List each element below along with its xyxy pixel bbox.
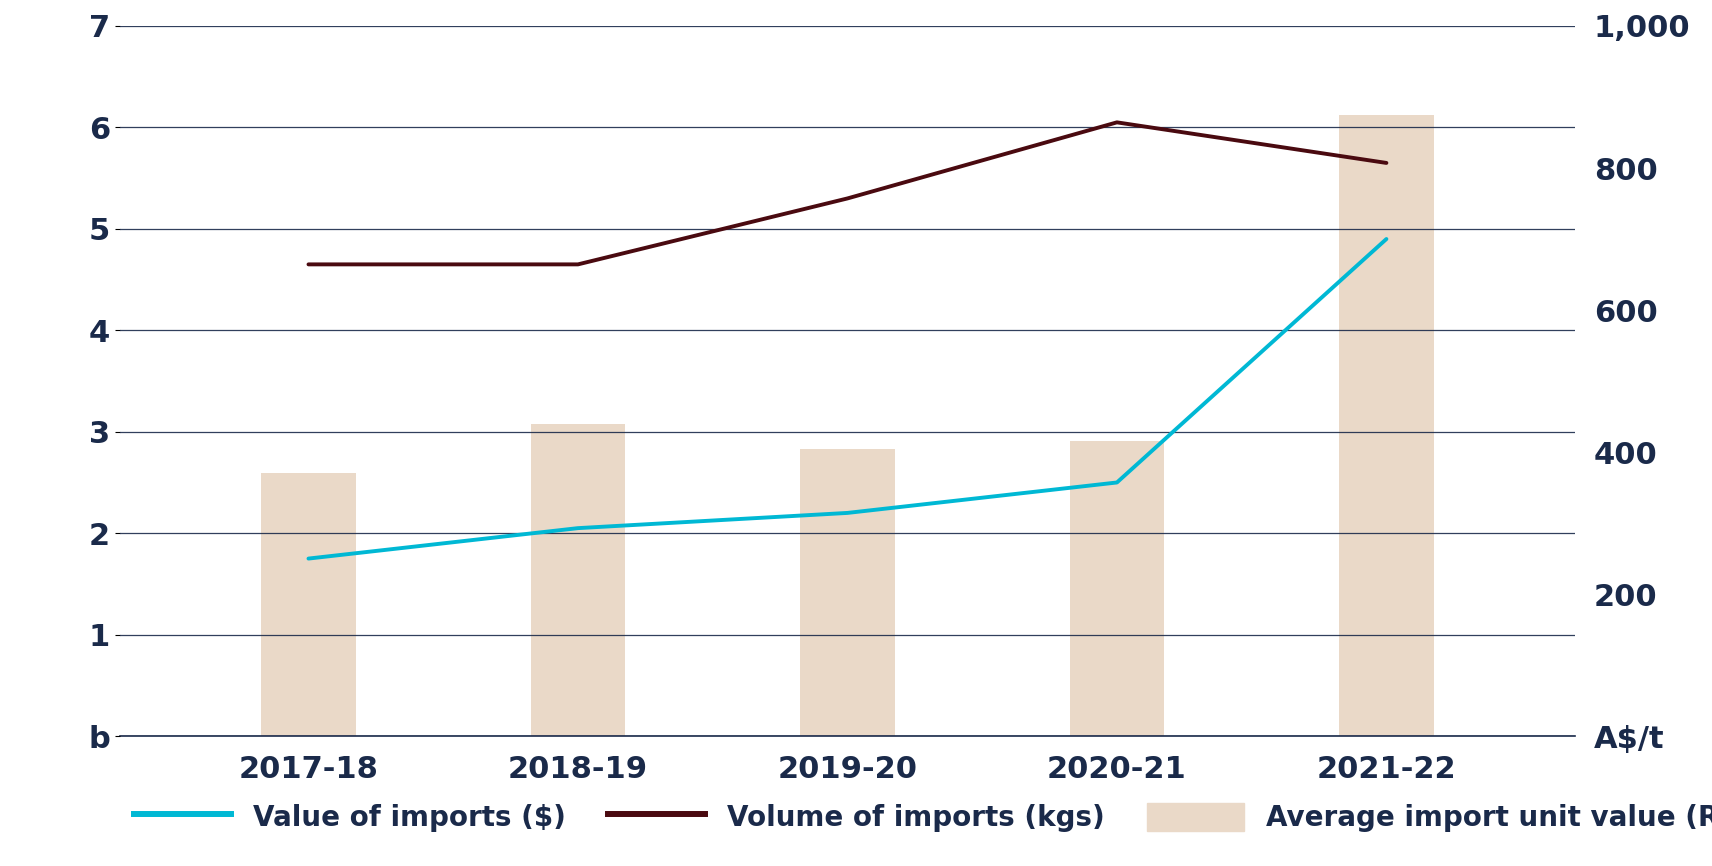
Legend: Value of imports ($), Volume of imports (kgs), Average import unit value (RHS): Value of imports ($), Volume of imports … xyxy=(134,803,1712,832)
Bar xyxy=(262,474,356,736)
Bar xyxy=(531,423,625,736)
Bar xyxy=(1339,115,1433,736)
Bar xyxy=(1070,442,1164,736)
Bar xyxy=(800,449,895,736)
